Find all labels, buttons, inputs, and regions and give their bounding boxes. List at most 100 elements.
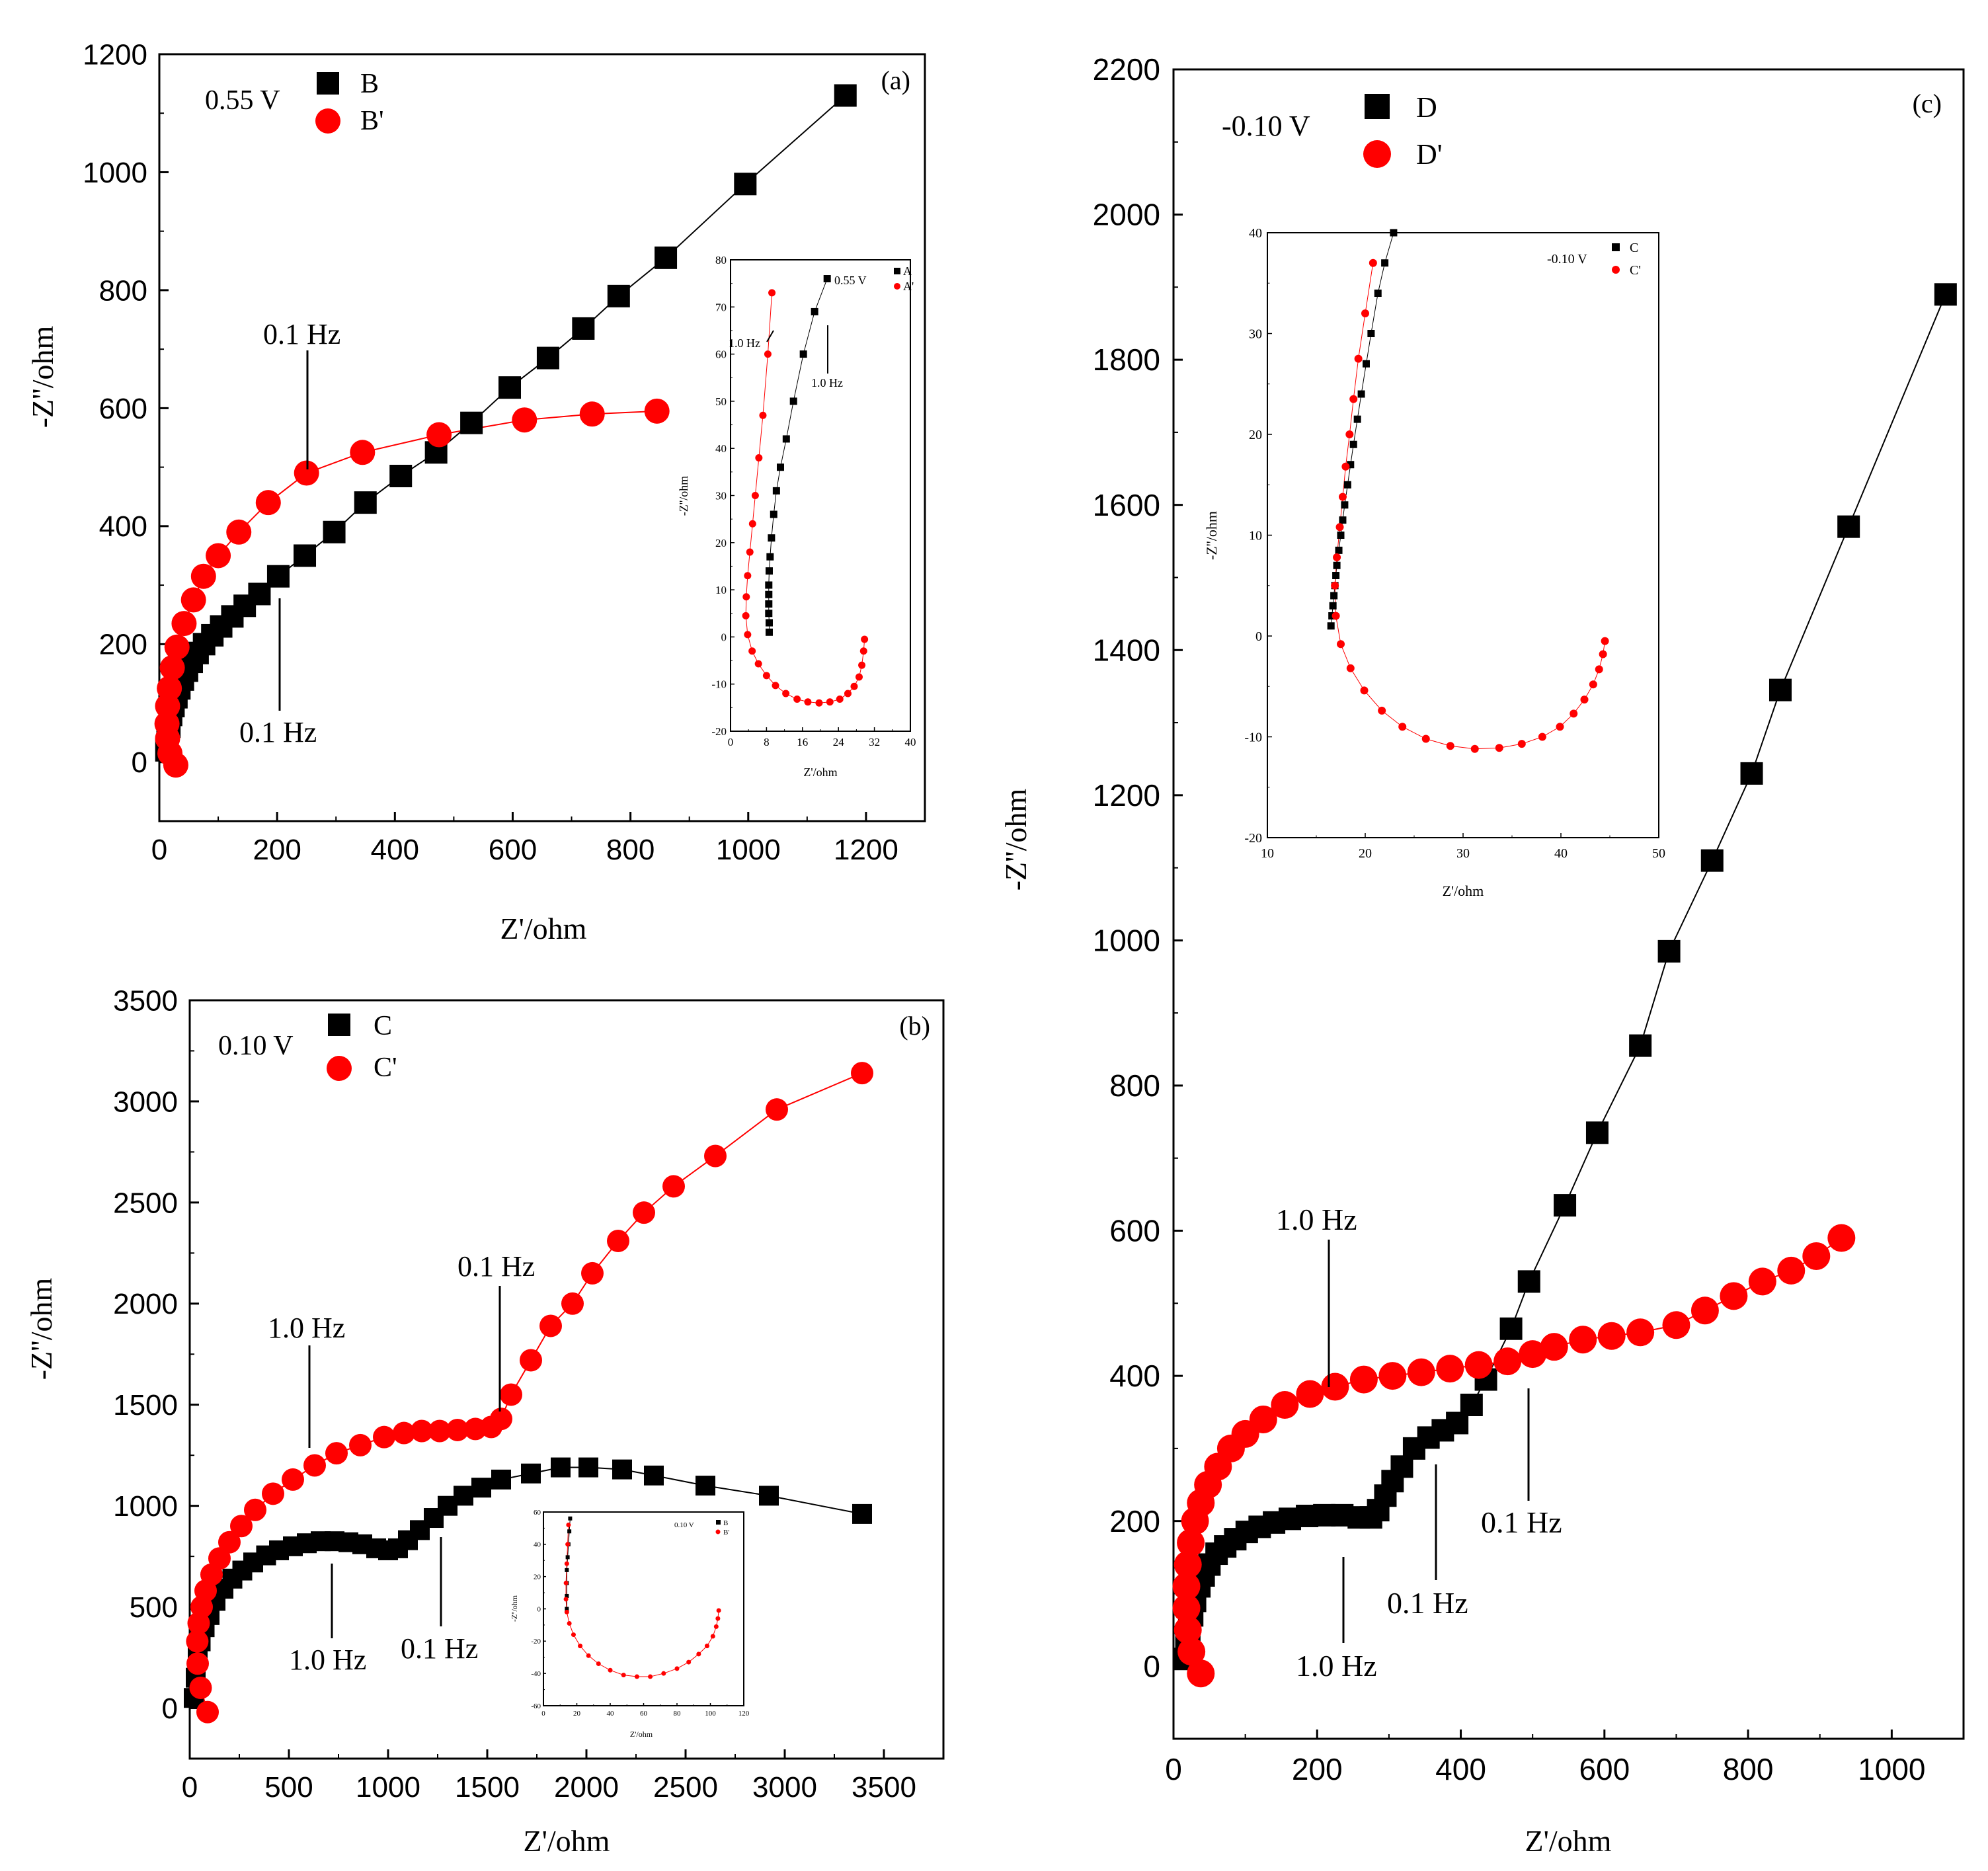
c-point-d-prime [1172, 1572, 1201, 1601]
inset-b-point-b [567, 1529, 572, 1534]
panel-b-ticks: 0 500 1000 1500 2000 2500 3000 3500050010001500… [113, 984, 916, 1804]
c-point-d [1934, 283, 1957, 306]
a-xtick-label: 0 [151, 834, 167, 866]
b-point-c-prime [633, 1201, 655, 1224]
c-point-d-prime [1172, 1594, 1201, 1622]
a-point-b [536, 346, 559, 370]
inset-b-ytick-label: 40 [534, 1541, 541, 1549]
panel-b-marks [184, 1062, 873, 1724]
c-point-d-prime [1187, 1659, 1215, 1688]
inset-b-point-b-prime [586, 1653, 591, 1658]
a-point-b-prime [154, 711, 180, 736]
a-point-b-prime [159, 655, 185, 680]
inset-c-ytick-label: -10 [1244, 731, 1262, 745]
legend-c-marker-d-prime [1363, 140, 1391, 168]
inset-a-point-a-prime [858, 661, 866, 669]
inset-a-voltage: 0.55 V [834, 274, 867, 287]
inset-c-point-c [1327, 622, 1335, 630]
panel-c: 0 200 400 600 800 100002004006008001000120014… [999, 52, 1965, 1858]
b-point-c [644, 1465, 664, 1486]
c-point-d-prime [1748, 1267, 1776, 1296]
inset-a-point-a [776, 463, 784, 471]
c-ytick-label: 400 [1109, 1359, 1160, 1393]
a-point-b-prime [206, 543, 231, 569]
b-point-c-prime [539, 1314, 562, 1337]
c-point-d-prime [1493, 1347, 1522, 1376]
inset-b-legend-b: B [723, 1519, 728, 1527]
panel-b-frame [188, 999, 945, 1760]
inset-a-point-a [765, 628, 773, 636]
inset-b-point-b-prime [571, 1632, 576, 1638]
inset-b-ytick-label: 20 [534, 1573, 541, 1581]
inset-a-point-a [765, 590, 773, 598]
inset-c-legend-marker-cprime [1612, 266, 1620, 274]
inset-b-point-b [565, 1593, 569, 1598]
inset-a-point-a [765, 567, 773, 575]
b-point-c [759, 1486, 779, 1506]
a-xtick-label: 600 [489, 834, 537, 866]
inset-b-point-b-prime [686, 1659, 692, 1665]
inset-c-point-c [1339, 516, 1347, 524]
panel-c-ylabel: -Z''/ohm [999, 789, 1033, 891]
legend-b-marker-c [328, 1014, 350, 1036]
c-point-d-prime [1540, 1333, 1568, 1361]
b-xtick-label: 1500 [455, 1771, 520, 1804]
inset-b-legend-marker-bprime [715, 1529, 721, 1534]
c-xtick-label: 0 [1165, 1752, 1182, 1786]
inset-c-point-c [1349, 440, 1357, 448]
inset-a-point-a-prime [768, 289, 776, 297]
inset-b-point-b-prime [661, 1671, 666, 1676]
inset-a-point-a-prime [748, 647, 756, 655]
inset-c-point-c [1343, 481, 1351, 489]
inset-c-voltage: -0.10 V [1547, 252, 1587, 266]
c-ytick-label: 600 [1109, 1214, 1160, 1248]
b-point-c-prime [325, 1442, 348, 1465]
inset-a-point-a-prime [746, 548, 754, 556]
inset-a-point-a-prime [793, 696, 801, 703]
b-xtick-label: 500 [264, 1771, 313, 1804]
inset-a-point-a-prime [836, 696, 844, 703]
inset-b-xtick-label: 60 [640, 1710, 648, 1718]
inset-c-point-c [1357, 390, 1365, 398]
inset-c-point-c-prime [1360, 686, 1369, 695]
inset-a-point-a-prime [850, 682, 858, 690]
inset-c-point-c-prime [1517, 740, 1526, 748]
a-point-b [389, 465, 413, 487]
b-point-c-prime [189, 1676, 212, 1699]
a-series-line-b-prime [166, 410, 657, 766]
c-point-d-prime [1519, 1340, 1547, 1369]
c-point-d [1517, 1270, 1540, 1293]
a-point-b [460, 411, 483, 434]
inset-a-xtick-label: 32 [869, 736, 880, 748]
inset-a-point-a [789, 397, 797, 405]
a-xtick-label: 400 [371, 834, 419, 866]
inset-a-ytick-label: 60 [715, 348, 727, 361]
b-point-c-prime [704, 1144, 727, 1168]
panel-b-lines [193, 1072, 863, 1712]
b-point-c-prime [520, 1349, 542, 1372]
c-xtick-label: 800 [1723, 1752, 1774, 1786]
inset-c-point-c [1330, 592, 1338, 600]
a-point-b-prime [190, 563, 216, 589]
inset-c-point-c [1353, 415, 1361, 423]
b-xtick-label: 3500 [852, 1771, 916, 1804]
inset-a-xtick-label: 24 [833, 736, 845, 748]
inset-c-point-c [1335, 546, 1343, 554]
inset-c-xtick-label: 50 [1652, 846, 1665, 861]
c-point-d-prime [1626, 1318, 1655, 1347]
inset-b-ylabel: -Z''/ohm [510, 1595, 519, 1622]
c-ytick-label: 1800 [1093, 342, 1160, 377]
annotation-c-d-01hz: 0.1 Hz [1387, 1586, 1468, 1620]
inset-b-xtick-label: 40 [607, 1710, 615, 1718]
a-point-b-prime [294, 460, 319, 486]
annotation-b-c-1hz: 1.0 Hz [289, 1644, 366, 1676]
c-ytick-label: 1400 [1093, 633, 1160, 667]
b-point-c-prime [561, 1292, 584, 1315]
panel-c-frame [1172, 68, 1965, 1740]
b-point-c-prime [662, 1175, 685, 1198]
inset-c-ylabel: -Z''/ohm [1203, 511, 1220, 560]
inset-a-point-a-prime [815, 699, 823, 707]
c-point-d-prime [1690, 1296, 1719, 1325]
c-point-d-prime [1569, 1326, 1597, 1354]
inset-c-point-c [1347, 461, 1355, 469]
